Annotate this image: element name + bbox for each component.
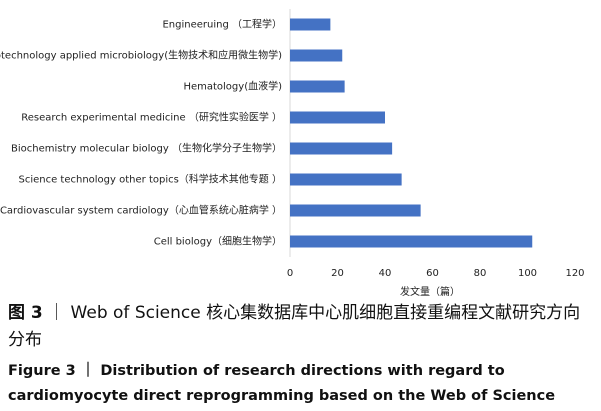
x-tick-label: 20 (331, 268, 344, 279)
x-tick-label: 100 (518, 268, 537, 279)
x-axis-label: 发文量（篇） (400, 285, 460, 298)
y-tick-label: Research experimental medicine （研究性实验医学 … (21, 111, 282, 124)
bar (290, 173, 402, 186)
y-tick-label: Science technology other topics（科学技术其他专题… (18, 173, 282, 186)
x-tick-label: 60 (426, 268, 439, 279)
bar (290, 235, 533, 248)
y-tick-label: Cell biology（细胞生物学） (154, 235, 282, 248)
y-tick-label: Hematology(血液学) (183, 80, 282, 93)
bar (290, 18, 331, 31)
x-tick-label: 40 (379, 268, 392, 279)
caption-zh-text: ｜ Web of Science 核心集数据库中心肌细胞直接重编程文献研究方向分… (8, 303, 581, 350)
caption-en-text: ｜ Distribution of research directions wi… (8, 363, 556, 404)
bar (290, 204, 421, 217)
caption-en: Figure 3 ｜ Distribution of research dire… (8, 359, 593, 409)
y-tick-label: Cardiovascular system cardiology（心血管系统心脏… (0, 204, 282, 217)
y-tick-label: Biotechnology applied microbiology(生物技术和… (0, 49, 282, 62)
caption-zh: 图 3 ｜ Web of Science 核心集数据库中心肌细胞直接重编程文献研… (8, 300, 593, 354)
bar (290, 111, 385, 124)
caption-zh-label: 图 3 (8, 303, 43, 323)
x-tick-label: 0 (287, 268, 293, 279)
bar (290, 142, 393, 155)
bar (290, 49, 343, 62)
y-tick-label: Engineeruing （工程学） (162, 18, 282, 31)
caption-en-label: Figure 3 (8, 363, 76, 379)
chart: 发文量（篇） 0 20 40 60 80 100 120 Engineeruing （工程学）… (0, 9, 585, 298)
x-tick-label: 80 (474, 268, 487, 279)
bar (290, 80, 345, 93)
y-tick-label: Biochemistry molecular biology （生物化学分子生物… (11, 142, 282, 155)
x-tick-label: 120 (565, 268, 584, 279)
